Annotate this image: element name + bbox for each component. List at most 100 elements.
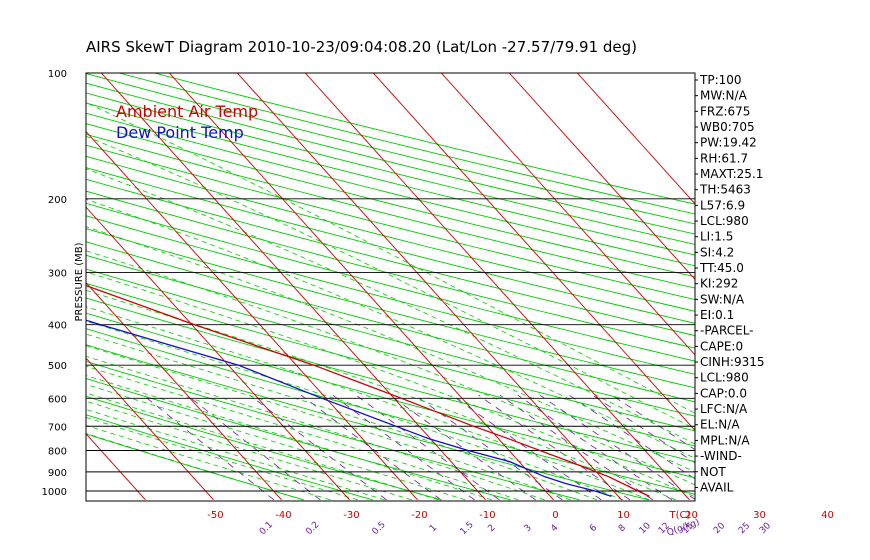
isotherm-line — [576, 73, 695, 205]
pressure-tick-label: 100 — [48, 69, 67, 80]
dry-adiabat-line — [86, 268, 695, 432]
moist-adiabat-line — [86, 383, 466, 501]
index-label: TH:5463 — [699, 183, 751, 197]
index-label: -WIND- — [700, 449, 742, 463]
moist-adiabat-line — [86, 271, 695, 498]
moist-adiabat-line — [86, 168, 695, 445]
legend-dew-point-temp: Dew Point Temp — [116, 123, 244, 142]
mixing-ratio-tick-label: 8 — [617, 523, 628, 534]
moist-adiabat-line — [86, 416, 358, 501]
dry-adiabat-line — [86, 202, 695, 362]
moist-adiabat-line — [86, 198, 695, 459]
mixing-ratio-line — [451, 394, 602, 501]
index-label: MW:N/A — [700, 89, 748, 103]
background-lines — [86, 73, 695, 501]
pressure-tick-label: 500 — [48, 361, 67, 372]
isotherm-line — [372, 73, 695, 432]
ambient-air-temp-line — [86, 284, 650, 497]
pressure-tick-label: 900 — [48, 468, 67, 479]
moist-adiabat-line — [86, 345, 571, 501]
index-label: NOT — [700, 465, 726, 479]
index-label: EI:0.1 — [700, 308, 734, 322]
moist-adiabat-line — [86, 306, 650, 501]
index-label: CAPE:0 — [700, 339, 743, 353]
pressure-tick-label: 400 — [48, 321, 67, 332]
moist-adiabat-line — [86, 355, 545, 501]
moist-adiabat-line — [86, 320, 624, 501]
dry-adiabat-line — [86, 102, 695, 256]
index-label: MAXT:25.1 — [700, 167, 763, 181]
bottom-temp-tick-label: 10 — [617, 510, 630, 521]
index-label: LFC:N/A — [700, 402, 748, 416]
dry-adiabat-line — [86, 395, 442, 501]
index-label: WB0:705 — [700, 120, 755, 134]
pressure-tick-label: 700 — [48, 422, 67, 433]
axis-labels: 1002003004005006007008009001000-120-110-… — [42, 69, 834, 539]
index-label: CAP:0.0 — [700, 386, 747, 400]
mixing-ratio-tick-label: 6 — [588, 523, 599, 534]
dry-adiabat-line — [86, 178, 695, 337]
index-label: FRZ:675 — [700, 104, 750, 118]
index-label: PW:19.42 — [700, 136, 757, 150]
profiles — [86, 284, 650, 498]
index-label: RH:61.7 — [700, 151, 748, 165]
moist-adiabat-line — [86, 365, 519, 501]
moist-adiabat-line — [86, 333, 598, 501]
bottom-temp-tick-label: -30 — [343, 510, 359, 521]
dry-adiabat-line — [86, 123, 695, 278]
dry-adiabat-line — [86, 241, 695, 403]
dry-adiabat-line — [86, 378, 511, 501]
index-label: LCL:980 — [700, 371, 749, 385]
isotherm-line — [86, 206, 350, 501]
legend-ambient-air-temp: Ambient Air Temp — [116, 102, 258, 121]
temp-unit-label: T(C) — [669, 510, 691, 521]
y-axis-label: PRESSURE (MB) — [74, 242, 85, 321]
index-label: LI:1.5 — [700, 230, 733, 244]
bottom-temp-tick-label: -50 — [207, 510, 223, 521]
dry-adiabat-line — [86, 254, 695, 417]
moist-adiabat-line — [86, 392, 439, 501]
bottom-temp-tick-label: 30 — [753, 510, 766, 521]
pressure-tick-label: 800 — [48, 446, 67, 457]
dry-adiabat-line — [86, 328, 695, 495]
chart-title: AIRS SkewT Diagram 2010-10-23/09:04:08.2… — [86, 38, 637, 56]
bottom-temp-tick-label: 20 — [685, 510, 698, 521]
isotherm-line — [168, 73, 554, 501]
mixing-ratio-tick-label: 4 — [549, 523, 560, 534]
mixing-ratio-tick-label: 3 — [523, 523, 534, 534]
index-label: AVAIL — [700, 480, 734, 494]
index-label: SW:N/A — [700, 292, 745, 306]
moist-adiabat-line — [86, 400, 412, 501]
index-label: TP:100 — [699, 73, 742, 87]
dry-adiabat-line — [86, 312, 695, 479]
index-label: MPL:N/A — [700, 433, 750, 447]
index-label: LCL:980 — [700, 214, 749, 228]
dry-adiabat-line — [86, 112, 695, 267]
dry-adiabat-line — [86, 414, 373, 501]
mixing-ratio-line — [249, 394, 387, 501]
dry-adiabat-line — [86, 433, 304, 501]
bottom-temp-tick-label: 0 — [552, 510, 558, 521]
mixing-ratio-line — [499, 394, 654, 501]
index-label: KI:292 — [700, 277, 738, 291]
index-label: EL:N/A — [700, 418, 740, 432]
dry-adiabat-line — [86, 155, 695, 312]
isotherm-line — [100, 73, 486, 501]
pressure-tick-label: 1000 — [42, 487, 67, 498]
pressure-tick-label: 200 — [48, 195, 67, 206]
bottom-temp-tick-label: -40 — [275, 510, 291, 521]
bottom-temp-tick-label: -10 — [479, 510, 495, 521]
dry-adiabat-line — [86, 282, 695, 447]
isotherm-line — [304, 73, 690, 501]
dry-adiabat-line — [86, 144, 695, 301]
dry-adiabat-line — [86, 297, 695, 463]
pressure-tick-label: 300 — [48, 268, 67, 279]
isotherm-line — [440, 73, 695, 356]
isotherm-line — [86, 357, 214, 501]
mixing-ratio-tick-label: 2 — [486, 523, 497, 534]
moist-adiabat-line — [86, 226, 695, 473]
plot-frame — [85, 72, 696, 502]
dry-adiabat-line — [86, 133, 695, 289]
moist-adiabat-line — [86, 375, 492, 501]
